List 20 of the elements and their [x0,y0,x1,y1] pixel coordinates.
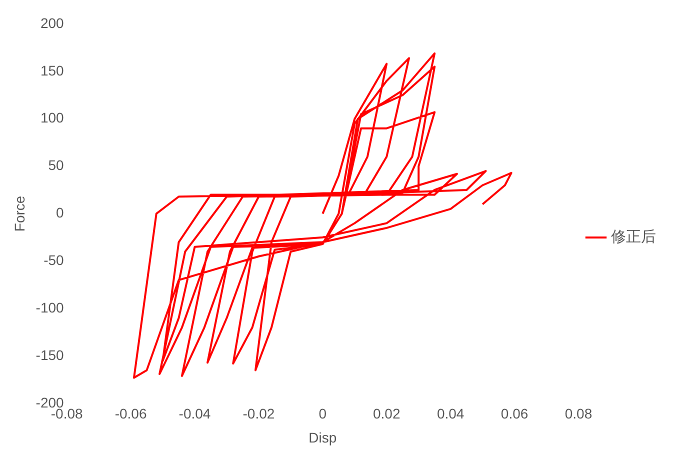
y-tick-label: 150 [40,62,64,78]
y-tick-label: 100 [40,110,64,126]
y-tick-label: 200 [40,14,64,31]
y-tick-label: 50 [48,157,64,174]
x-tick-label: -0.04 [178,406,211,422]
y-tick-label: -50 [44,252,64,268]
y-axis-title: Force [11,196,28,232]
legend-label: 修正后 [611,228,656,246]
y-tick-label: -100 [36,299,64,316]
x-tick-label: 0 [318,406,327,422]
x-tick-label: -0.02 [242,406,275,422]
x-tick-label: 0.04 [436,406,464,422]
x-tick-label: -0.06 [114,406,147,422]
y-tick-label: -150 [36,346,64,363]
x-tick-label: 0.02 [372,406,400,422]
y-tick-label: 0 [56,204,64,221]
x-tick-label: 0.06 [500,406,528,422]
x-tick-label: 0.08 [564,406,592,422]
y-tick-label: -200 [36,394,64,410]
x-axis-title: Disp [308,429,337,446]
